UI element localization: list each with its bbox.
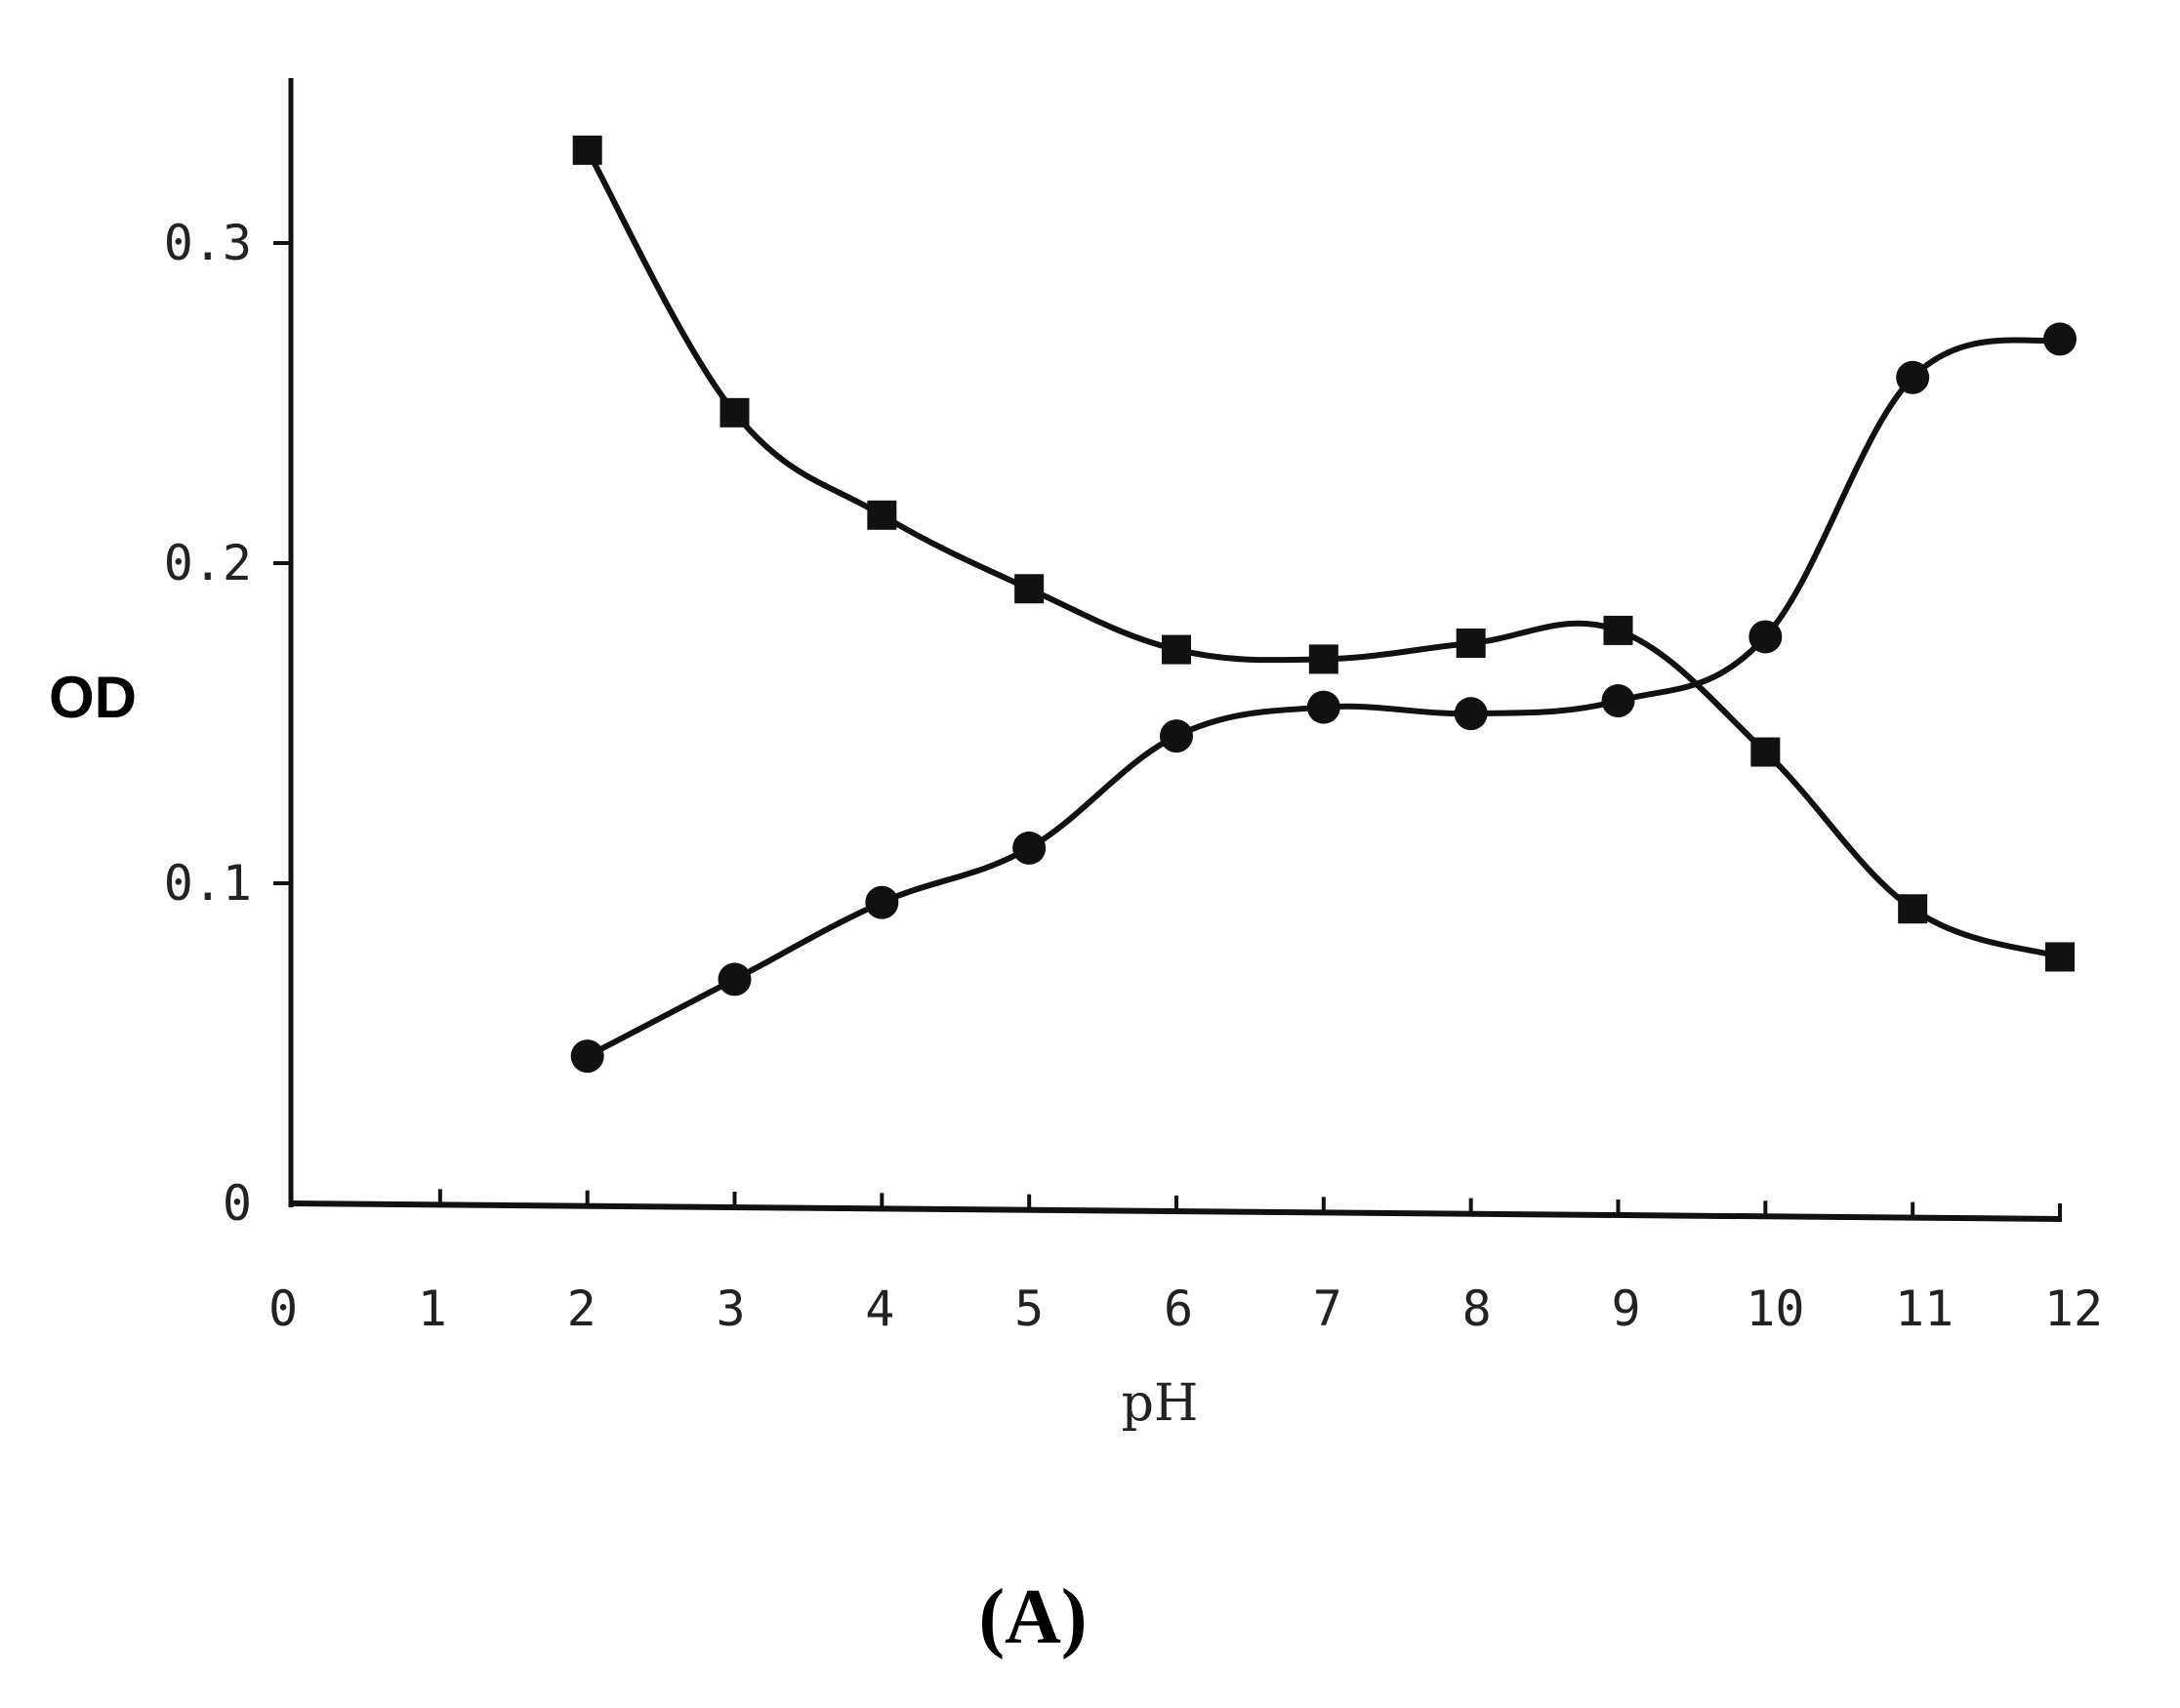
data-point-square: [2045, 942, 2075, 972]
series-square: [572, 135, 2075, 972]
data-point-circle: [1454, 697, 1488, 731]
x-tick-label: 5: [1014, 1281, 1044, 1337]
x-tick-label: 8: [1462, 1281, 1492, 1337]
y-tick-label: 0: [223, 1175, 252, 1232]
y-tick-label: 0.1: [164, 855, 252, 912]
x-tick-label: 6: [1164, 1281, 1193, 1337]
data-point-square: [867, 500, 897, 530]
x-tick-label: 2: [567, 1281, 596, 1337]
data-point-circle: [2043, 322, 2077, 356]
data-point-circle: [1306, 690, 1340, 724]
data-point-square: [1750, 737, 1781, 767]
data-point-square: [720, 397, 750, 427]
data-point-square: [572, 135, 602, 165]
y-ticks: 0 0.1 0.2 0.3: [164, 215, 291, 1232]
data-point-square: [1603, 615, 1633, 645]
data-point-circle: [1748, 620, 1783, 654]
y-tick-label: 0.2: [164, 535, 252, 591]
x-tick-label: 0: [268, 1281, 298, 1337]
y-axis-label: OD: [49, 665, 137, 730]
data-point-circle: [1896, 360, 1930, 394]
x-tick-label: 12: [2044, 1281, 2103, 1337]
x-tick-label: 1: [418, 1281, 447, 1337]
x-tick-label: 3: [716, 1281, 745, 1337]
x-axis-label: pH: [1122, 1374, 1199, 1433]
x-tick-label: 7: [1313, 1281, 1342, 1337]
series-line: [584, 146, 2063, 960]
data-point-square: [1898, 894, 1928, 924]
data-point-circle: [718, 962, 752, 996]
data-point-square: [1014, 574, 1045, 604]
x-ticks: 0 1 2 3 4 5 6 7 8 9 10 11 12: [268, 1189, 2103, 1337]
data-point-circle: [1160, 719, 1193, 753]
data-point-circle: [865, 885, 899, 919]
data-point-square: [1308, 644, 1338, 674]
data-point-circle: [570, 1039, 604, 1074]
data-point-circle: [1601, 684, 1635, 718]
panel-label: (A): [978, 1574, 1087, 1660]
data-point-square: [1162, 634, 1191, 665]
x-tick-label: 10: [1746, 1281, 1804, 1337]
series-circle: [570, 322, 2077, 1074]
x-tick-label: 11: [1895, 1281, 1954, 1337]
y-tick-label: 0.3: [164, 215, 252, 271]
x-tick-label: 4: [865, 1281, 894, 1337]
x-tick-label: 9: [1611, 1281, 1640, 1337]
data-point-square: [1456, 629, 1486, 658]
series-group: [570, 135, 2077, 1074]
data-point-circle: [1012, 831, 1047, 865]
